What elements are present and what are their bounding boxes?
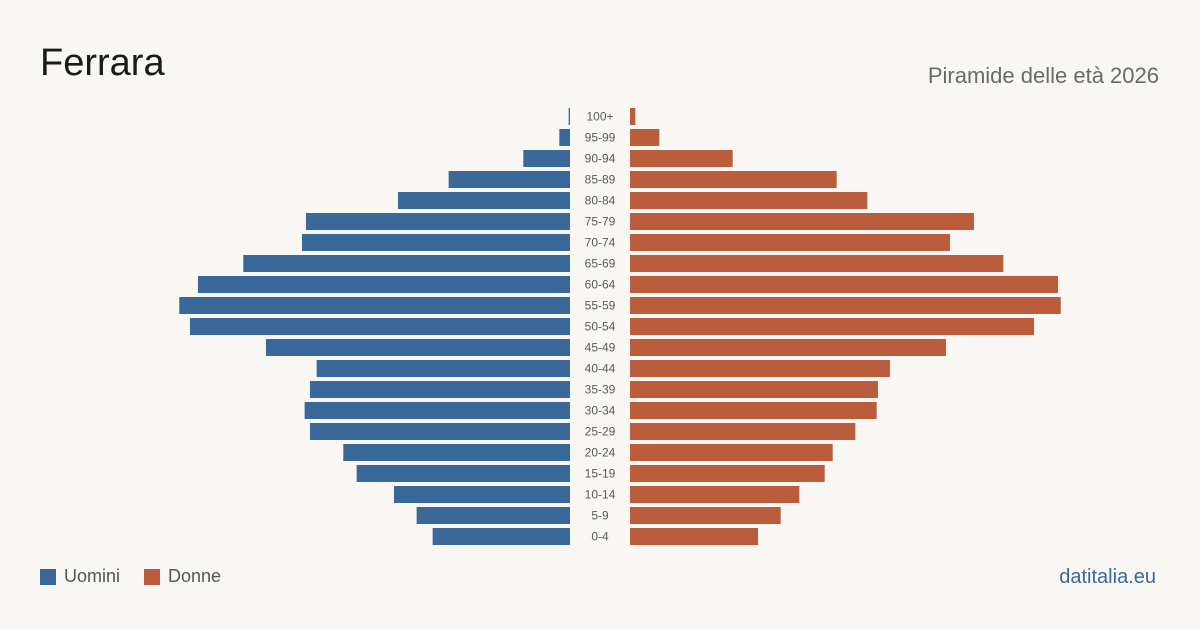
chart-subtitle: Piramide delle età 2026 bbox=[927, 63, 1159, 88]
bar-women-5-9 bbox=[630, 507, 781, 524]
bar-men-35-39 bbox=[309, 381, 570, 398]
bar-women-100plus bbox=[630, 108, 636, 125]
bar-men-30-34 bbox=[304, 402, 570, 419]
bar-women-50-54 bbox=[630, 318, 1035, 335]
legend-item-women: Donne bbox=[144, 566, 221, 587]
bar-men-80-84 bbox=[397, 192, 570, 209]
chart-title: Ferrara bbox=[40, 42, 165, 84]
legend-label-men: Uomini bbox=[64, 566, 121, 586]
age-label-50-54: 50-54 bbox=[585, 320, 616, 334]
age-label-35-39: 35-39 bbox=[585, 383, 616, 397]
bar-men-55-59 bbox=[179, 297, 571, 314]
age-label-85-89: 85-89 bbox=[585, 173, 616, 187]
bar-men-5-9 bbox=[416, 507, 570, 524]
source-link[interactable]: datitalia.eu bbox=[1059, 566, 1156, 588]
age-label-15-19: 15-19 bbox=[585, 467, 616, 481]
age-label-10-14: 10-14 bbox=[585, 488, 616, 502]
bar-men-20-24 bbox=[343, 444, 570, 461]
age-label-0-4: 0-4 bbox=[591, 530, 609, 544]
bar-men-50-54 bbox=[189, 318, 570, 335]
bar-men-25-29 bbox=[309, 423, 570, 440]
bar-men-90-94 bbox=[523, 150, 570, 167]
bar-men-75-79 bbox=[305, 213, 570, 230]
age-label-40-44: 40-44 bbox=[585, 362, 616, 376]
legend-item-men: Uomini bbox=[40, 566, 120, 587]
age-label-55-59: 55-59 bbox=[585, 299, 616, 313]
age-label-60-64: 60-64 bbox=[585, 278, 616, 292]
age-label-90-94: 90-94 bbox=[585, 152, 616, 166]
bar-women-95-99 bbox=[630, 129, 660, 146]
age-label-30-34: 30-34 bbox=[585, 404, 616, 418]
bar-women-85-89 bbox=[630, 171, 837, 188]
age-label-20-24: 20-24 bbox=[585, 446, 616, 460]
age-label-75-79: 75-79 bbox=[585, 215, 616, 229]
age-label-100plus: 100+ bbox=[586, 110, 613, 124]
bar-women-0-4 bbox=[630, 528, 759, 545]
legend: Uomini Donne bbox=[40, 566, 221, 587]
legend-swatch-men bbox=[40, 568, 56, 585]
age-label-65-69: 65-69 bbox=[585, 257, 616, 271]
bar-women-20-24 bbox=[630, 444, 833, 461]
bar-men-45-49 bbox=[265, 339, 570, 356]
bar-men-60-64 bbox=[197, 276, 571, 293]
legend-swatch-women bbox=[144, 568, 161, 585]
bar-women-35-39 bbox=[630, 381, 879, 398]
age-label-25-29: 25-29 bbox=[585, 425, 616, 439]
bar-women-30-34 bbox=[630, 402, 877, 419]
bar-women-15-19 bbox=[630, 465, 825, 482]
bar-women-65-69 bbox=[630, 255, 1004, 272]
age-label-45-49: 45-49 bbox=[585, 341, 616, 355]
bar-men-70-74 bbox=[301, 234, 570, 251]
bar-women-60-64 bbox=[630, 276, 1059, 293]
age-label-95-99: 95-99 bbox=[585, 131, 616, 145]
age-label-5-9: 5-9 bbox=[591, 509, 609, 523]
bar-men-15-19 bbox=[356, 465, 570, 482]
bar-women-75-79 bbox=[630, 213, 975, 230]
age-label-70-74: 70-74 bbox=[585, 236, 616, 250]
bar-women-40-44 bbox=[630, 360, 891, 377]
bar-men-95-99 bbox=[559, 129, 570, 146]
age-label-80-84: 80-84 bbox=[585, 194, 616, 208]
legend-label-women: Donne bbox=[168, 566, 222, 586]
bar-women-80-84 bbox=[630, 192, 868, 209]
bar-women-70-74 bbox=[630, 234, 951, 251]
bar-women-25-29 bbox=[630, 423, 856, 440]
bar-women-45-49 bbox=[630, 339, 947, 356]
bar-men-100plus bbox=[568, 108, 570, 125]
bar-men-40-44 bbox=[316, 360, 570, 377]
bar-women-10-14 bbox=[630, 486, 800, 503]
bar-women-90-94 bbox=[630, 150, 733, 167]
bar-men-10-14 bbox=[393, 486, 570, 503]
bar-men-65-69 bbox=[243, 255, 571, 272]
bar-women-55-59 bbox=[630, 297, 1061, 314]
bar-men-0-4 bbox=[432, 528, 570, 545]
bar-men-85-89 bbox=[448, 171, 570, 188]
